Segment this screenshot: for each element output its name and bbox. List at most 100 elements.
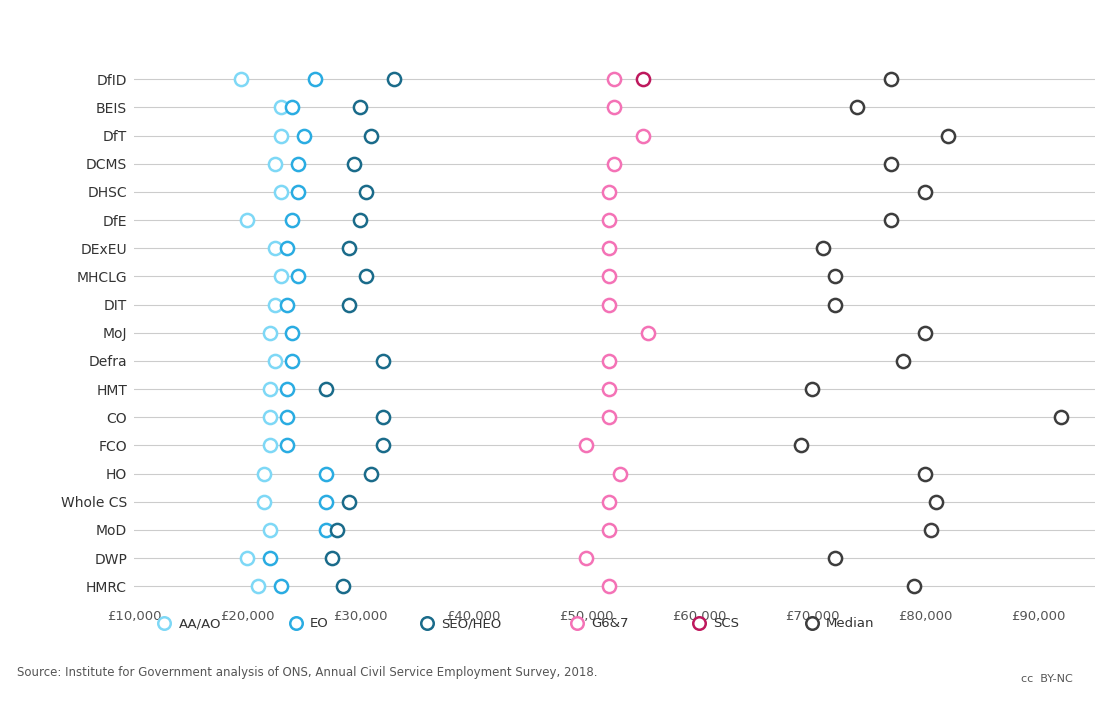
Point — [374, 411, 392, 423]
Point — [289, 158, 307, 169]
Point — [351, 102, 369, 113]
Point — [600, 496, 618, 508]
Point — [340, 496, 357, 508]
Point — [916, 186, 934, 198]
Point — [238, 552, 256, 564]
Point — [334, 581, 352, 592]
Point — [306, 74, 324, 85]
Text: Median pay by department and grade, 2018: Median pay by department and grade, 2018 — [17, 25, 534, 45]
Point — [600, 355, 618, 367]
Point — [605, 74, 623, 85]
Text: G6&7: G6&7 — [591, 617, 629, 630]
Point — [238, 215, 256, 226]
Point — [356, 270, 374, 282]
Point — [605, 158, 623, 169]
Point — [385, 74, 403, 85]
Point — [249, 581, 267, 592]
Point — [600, 525, 618, 536]
Point — [260, 525, 278, 536]
Point — [255, 468, 273, 479]
Point — [633, 130, 651, 141]
Text: SEO/HEO: SEO/HEO — [441, 617, 502, 630]
Point — [803, 384, 821, 395]
Point — [600, 215, 618, 226]
Point — [266, 299, 284, 310]
Point — [273, 130, 290, 141]
Point — [814, 243, 832, 254]
Point — [284, 215, 302, 226]
Point — [317, 468, 335, 479]
Point — [323, 552, 341, 564]
Point — [351, 215, 369, 226]
Point — [938, 130, 956, 141]
Point — [284, 355, 302, 367]
Point — [600, 384, 618, 395]
Text: AA/AO: AA/AO — [179, 617, 221, 630]
Point — [289, 186, 307, 198]
Point — [317, 525, 335, 536]
Point — [605, 102, 623, 113]
Point — [374, 355, 392, 367]
Point — [278, 299, 296, 310]
Point — [260, 384, 278, 395]
Point — [266, 158, 284, 169]
Point — [260, 552, 278, 564]
Point — [362, 468, 380, 479]
Point — [317, 496, 335, 508]
Point — [882, 215, 900, 226]
Point — [792, 440, 810, 451]
Point — [882, 158, 900, 169]
Point — [278, 440, 296, 451]
Point — [284, 327, 302, 338]
Point — [284, 102, 302, 113]
Point — [922, 525, 939, 536]
Point — [927, 496, 945, 508]
Text: SCS: SCS — [714, 617, 739, 630]
Point — [232, 74, 250, 85]
Point — [278, 243, 296, 254]
Point — [278, 411, 296, 423]
Point — [639, 327, 657, 338]
Point — [273, 581, 290, 592]
Point — [345, 158, 363, 169]
Point — [260, 411, 278, 423]
Text: IfG: IfG — [1024, 20, 1078, 50]
Point — [255, 496, 273, 508]
Point — [849, 102, 867, 113]
Point — [278, 384, 296, 395]
Point — [882, 74, 900, 85]
Point — [362, 130, 380, 141]
Point — [260, 440, 278, 451]
Text: EO: EO — [309, 617, 328, 630]
Point — [600, 581, 618, 592]
Point — [266, 243, 284, 254]
Point — [611, 468, 629, 479]
Point — [374, 440, 392, 451]
Point — [825, 299, 843, 310]
Point — [600, 243, 618, 254]
Point — [600, 299, 618, 310]
Point — [905, 581, 923, 592]
Point — [273, 102, 290, 113]
Point — [340, 299, 357, 310]
Point — [273, 186, 290, 198]
Point — [1052, 411, 1070, 423]
Point — [340, 243, 357, 254]
Point — [266, 355, 284, 367]
Point — [295, 130, 313, 141]
Point — [916, 468, 934, 479]
Text: Median: Median — [825, 617, 875, 630]
Point — [577, 440, 595, 451]
Point — [273, 270, 290, 282]
Point — [577, 552, 595, 564]
Point — [317, 384, 335, 395]
Point — [916, 327, 934, 338]
Point — [356, 186, 374, 198]
Point — [633, 74, 651, 85]
Point — [328, 525, 346, 536]
Point — [825, 270, 843, 282]
Text: cc  BY-NC: cc BY-NC — [1021, 674, 1072, 685]
Point — [825, 552, 843, 564]
Point — [600, 411, 618, 423]
Point — [600, 186, 618, 198]
